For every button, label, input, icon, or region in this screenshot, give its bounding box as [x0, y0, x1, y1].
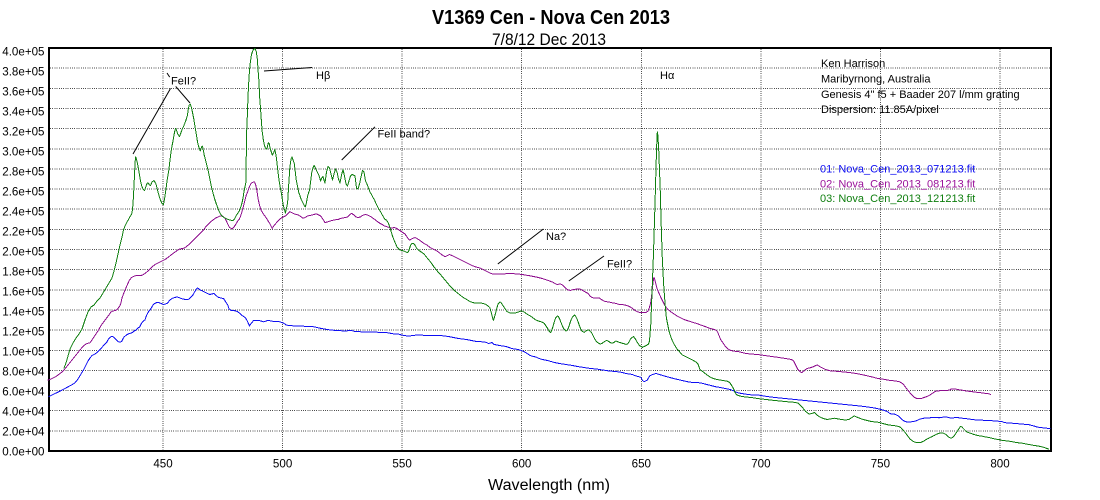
svg-text:1.8e+05: 1.8e+05: [2, 266, 44, 279]
svg-text:3.4e+05: 3.4e+05: [2, 106, 44, 119]
svg-text:2.6e+05: 2.6e+05: [2, 186, 44, 199]
svg-text:FeII band?: FeII band?: [378, 129, 431, 141]
svg-text:6.0e+04: 6.0e+04: [2, 386, 45, 399]
svg-text:1.6e+05: 1.6e+05: [2, 286, 44, 299]
svg-text:FeII?: FeII?: [607, 259, 632, 271]
svg-text:600: 600: [512, 457, 531, 470]
svg-text:Ken Harrison: Ken Harrison: [821, 58, 885, 70]
svg-text:1.4e+05: 1.4e+05: [2, 306, 44, 319]
svg-text:450: 450: [153, 457, 172, 470]
svg-text:3.2e+05: 3.2e+05: [2, 126, 44, 139]
svg-text:Dispersion: 11.85A/pixel: Dispersion: 11.85A/pixel: [821, 104, 939, 116]
svg-text:2.0e+05: 2.0e+05: [2, 246, 44, 259]
svg-text:Hα: Hα: [660, 70, 675, 82]
svg-text:FeII?: FeII?: [171, 76, 196, 88]
svg-text:4.0e+05: 4.0e+05: [2, 46, 44, 59]
svg-text:500: 500: [273, 457, 292, 470]
svg-text:700: 700: [751, 457, 770, 470]
svg-text:3.8e+05: 3.8e+05: [2, 66, 44, 79]
svg-text:3.0e+05: 3.0e+05: [2, 146, 44, 159]
svg-text:0.0e+00: 0.0e+00: [2, 446, 44, 459]
svg-text:550: 550: [392, 457, 411, 470]
svg-text:7/8/12 Dec 2013: 7/8/12 Dec 2013: [492, 31, 606, 49]
svg-text:03: Nova_Cen_2013_121213.fit: 03: Nova_Cen_2013_121213.fit: [820, 193, 975, 205]
svg-text:Hβ: Hβ: [316, 70, 330, 82]
svg-text:8.0e+04: 8.0e+04: [2, 366, 45, 379]
svg-text:800: 800: [990, 457, 1009, 470]
svg-text:02: Nova_Cen_2013_081213.fit: 02: Nova_Cen_2013_081213.fit: [820, 178, 975, 190]
svg-text:1.2e+05: 1.2e+05: [2, 326, 44, 339]
svg-text:01: Nova_Cen_2013_071213.fit: 01: Nova_Cen_2013_071213.fit: [820, 164, 975, 176]
svg-text:1.0e+05: 1.0e+05: [2, 346, 44, 359]
svg-text:Na?: Na?: [546, 231, 566, 243]
svg-text:650: 650: [632, 457, 651, 470]
svg-text:Wavelength (nm): Wavelength (nm): [488, 477, 610, 494]
svg-text:2.4e+05: 2.4e+05: [2, 206, 44, 219]
svg-text:V1369 Cen - Nova Cen 2013: V1369 Cen - Nova Cen 2013: [432, 6, 670, 29]
svg-text:3.6e+05: 3.6e+05: [2, 86, 44, 99]
svg-text:Maribyrnong, Australia: Maribyrnong, Australia: [821, 73, 931, 85]
svg-text:2.0e+04: 2.0e+04: [2, 426, 45, 439]
svg-text:2.2e+05: 2.2e+05: [2, 226, 44, 239]
svg-text:750: 750: [871, 457, 890, 470]
svg-text:2.8e+05: 2.8e+05: [2, 166, 44, 179]
svg-text:Genesis 4" f5 + Baader 207 l/m: Genesis 4" f5 + Baader 207 l/mm grating: [821, 89, 1020, 101]
svg-text:4.0e+04: 4.0e+04: [2, 406, 45, 419]
